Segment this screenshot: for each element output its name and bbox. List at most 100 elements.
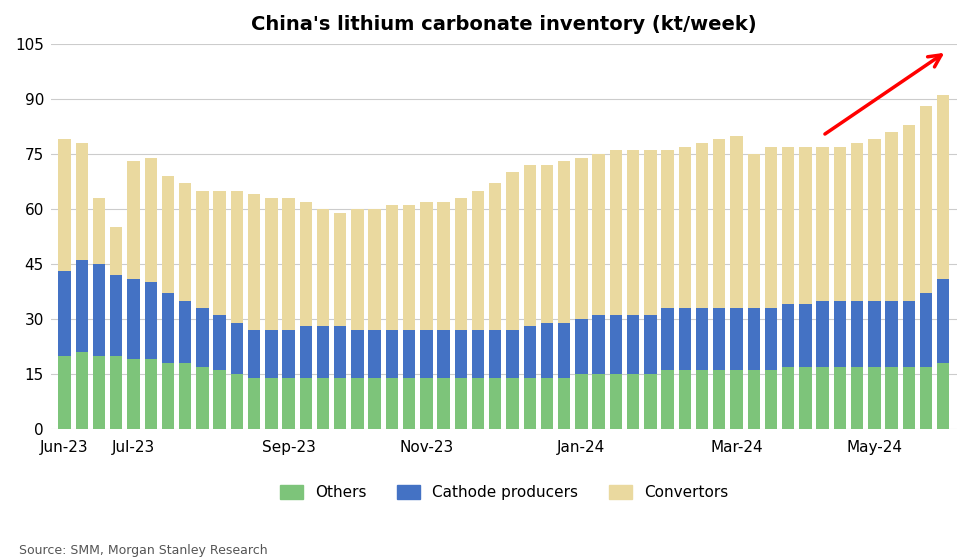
Bar [644, 150, 656, 315]
Bar [248, 194, 260, 330]
Bar [781, 367, 794, 429]
Bar [575, 157, 588, 319]
Bar [903, 124, 915, 301]
Bar [179, 363, 191, 429]
Bar [299, 202, 312, 326]
Bar [351, 377, 364, 429]
Bar [334, 213, 346, 326]
Bar [471, 190, 484, 330]
Bar [403, 330, 415, 377]
Bar [609, 150, 622, 315]
Bar [575, 374, 588, 429]
Bar [145, 157, 156, 282]
Bar [696, 143, 709, 308]
Bar [93, 198, 105, 264]
Bar [214, 315, 226, 370]
Bar [248, 377, 260, 429]
Bar [678, 370, 691, 429]
Bar [627, 150, 640, 315]
Bar [661, 150, 674, 308]
Bar [799, 147, 812, 304]
Bar [524, 165, 536, 326]
Bar [368, 330, 381, 377]
Bar [713, 308, 725, 370]
Bar [678, 147, 691, 308]
Bar [850, 143, 863, 301]
Bar [713, 139, 725, 308]
Bar [282, 330, 295, 377]
Bar [196, 190, 209, 308]
Bar [540, 323, 553, 377]
Bar [765, 308, 778, 370]
Bar [110, 356, 122, 429]
Bar [58, 356, 71, 429]
Bar [334, 377, 346, 429]
Bar [93, 264, 105, 356]
Bar [93, 356, 105, 429]
Bar [850, 301, 863, 367]
Bar [230, 374, 243, 429]
Bar [161, 293, 174, 363]
Bar [179, 301, 191, 363]
Bar [834, 367, 846, 429]
Bar [661, 370, 674, 429]
Bar [627, 374, 640, 429]
Bar [765, 147, 778, 308]
Bar [437, 330, 450, 377]
Bar [868, 139, 881, 301]
Bar [799, 304, 812, 367]
Bar [317, 209, 330, 326]
Bar [471, 377, 484, 429]
Bar [489, 183, 502, 330]
Bar [214, 370, 226, 429]
Bar [76, 352, 88, 429]
Bar [661, 308, 674, 370]
Bar [558, 161, 571, 323]
Bar [593, 154, 605, 315]
Bar [127, 360, 140, 429]
Bar [506, 377, 519, 429]
Bar [351, 209, 364, 330]
Bar [868, 301, 881, 367]
Bar [76, 260, 88, 352]
Bar [386, 377, 399, 429]
Bar [214, 190, 226, 315]
Bar [403, 206, 415, 330]
Bar [765, 370, 778, 429]
Bar [644, 374, 656, 429]
Text: Source: SMM, Morgan Stanley Research: Source: SMM, Morgan Stanley Research [19, 544, 268, 557]
Bar [540, 377, 553, 429]
Bar [834, 301, 846, 367]
Bar [627, 315, 640, 374]
Bar [903, 301, 915, 367]
Bar [593, 374, 605, 429]
Bar [489, 377, 502, 429]
Bar [420, 202, 433, 330]
Bar [885, 367, 898, 429]
Bar [455, 377, 467, 429]
Bar [282, 198, 295, 330]
Bar [558, 377, 571, 429]
Bar [816, 367, 829, 429]
Bar [334, 326, 346, 377]
Bar [161, 363, 174, 429]
Bar [575, 319, 588, 374]
Bar [420, 330, 433, 377]
Bar [506, 330, 519, 377]
Bar [386, 330, 399, 377]
Bar [317, 377, 330, 429]
Bar [351, 330, 364, 377]
Bar [920, 367, 932, 429]
Bar [781, 147, 794, 304]
Bar [161, 176, 174, 293]
Bar [834, 147, 846, 301]
Bar [747, 154, 760, 308]
Bar [437, 377, 450, 429]
Bar [920, 293, 932, 367]
Bar [265, 330, 278, 377]
Bar [558, 323, 571, 377]
Bar [265, 198, 278, 330]
Bar [489, 330, 502, 377]
Bar [127, 161, 140, 279]
Bar [609, 374, 622, 429]
